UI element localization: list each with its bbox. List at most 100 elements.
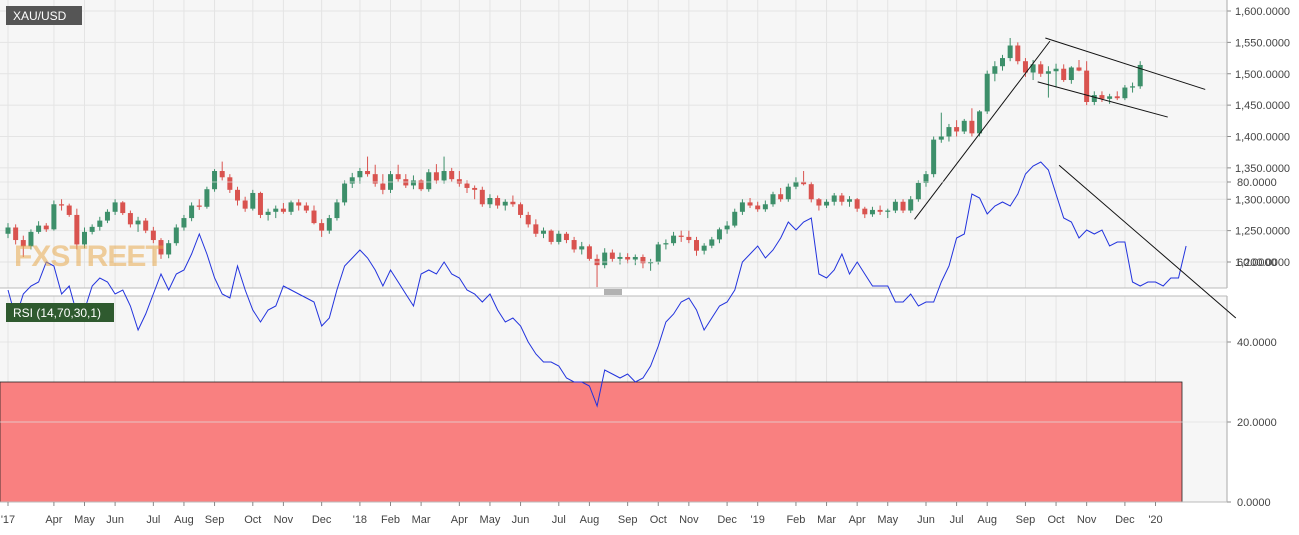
candle-body [908,199,914,211]
candle-body [212,171,218,190]
price-tick-label: 1,500.0000 [1235,69,1290,81]
candle-body [441,171,447,181]
candle-body [166,243,172,255]
candle-body [97,220,103,227]
candle-body [586,246,592,259]
rsi-tick-label: 40.0000 [1237,337,1277,349]
candle-body [51,204,57,230]
rsi-label: RSI (14,70,30,1) [13,306,101,320]
oversold-zone [0,381,1183,503]
candle-body [954,127,960,132]
candle-body [418,180,424,190]
candle-body [686,236,692,241]
candle-body [66,205,72,215]
x-tick-label: '19 [751,514,765,526]
candle-body [5,227,11,234]
candle-body [694,240,699,251]
candle-body [977,111,983,134]
candle-body [724,225,730,230]
candle-body [158,240,164,255]
channel-lower-line [1037,81,1168,118]
candle-body [869,209,875,215]
channel-upper-line [1045,37,1206,90]
candle-body [640,256,646,264]
x-tick-label: Sep [205,514,225,526]
candle-body [433,172,439,181]
candle-body [1022,61,1028,73]
x-axis: '17 Apr May Jun Jul Aug Sep Oct Nov Dec '18 Feb Mar A… [1,502,1163,526]
candle-body [13,227,19,241]
price-tick-label: 1,350.0000 [1235,163,1290,175]
price-tick-label: 1,250.0000 [1235,226,1290,238]
candle-body [326,218,332,231]
candle-body [678,235,684,237]
rsi-trendline [1058,164,1237,319]
candle-body [984,73,990,112]
candle-body [89,226,95,232]
candle-body [150,230,156,241]
candle-body [365,171,371,175]
candle-body [410,180,416,186]
price-tick-label: 1,200.0000 [1235,257,1290,269]
candle-body [1122,87,1128,99]
candle-body [464,183,470,188]
candle-body [219,171,225,178]
x-tick-label: Sep [618,514,638,526]
candle-body [235,189,240,201]
candle-body [992,66,998,74]
x-tick-label: Feb [381,514,400,526]
candle-body [456,179,462,184]
candle-body [961,120,967,132]
candle-body [82,231,87,245]
rsi-panel: 80.0000 60.0000 40.0000 20.0000 0.0000 [0,161,1277,509]
candle-body [288,202,294,212]
price-label: XAU/USD [13,9,67,23]
x-tick-label: Apr [45,514,62,526]
x-tick-label: Mar [817,514,836,526]
candle-body [663,243,669,245]
candle-body [548,230,554,242]
x-tick-label: Jun [106,514,124,526]
rsi-tick-label: 60.0000 [1237,257,1277,269]
rsi-tick-label: 80.0000 [1237,177,1277,189]
candle-body [617,256,623,259]
x-tick-label: '18 [353,514,367,526]
x-tick-label: Sep [1016,514,1036,526]
x-tick-label: Apr [849,514,866,526]
candle-body [28,231,34,247]
candle-body [701,245,707,251]
candle-body [357,171,363,178]
candle-body [533,224,539,234]
candle-body [571,240,577,250]
candle-body [762,204,768,210]
overlays: XAU/USD RSI (14,70,30,1) FXSTREET [6,6,164,322]
candle-body [135,220,141,225]
candle-body [609,252,615,259]
candle-body [510,201,516,205]
candle-body [196,205,202,207]
candle-body [342,183,348,203]
candle-body [563,233,569,241]
candle-body [739,202,745,212]
candle-body [808,184,814,200]
candle-body [395,174,401,180]
x-tick-label: Apr [451,514,468,526]
candle-body [1007,45,1013,59]
candle-body [877,209,883,212]
candle-body [1091,95,1097,102]
x-tick-label: Dec [1115,514,1135,526]
candle-body [242,200,248,209]
candle-body [785,186,791,200]
candle-body [487,197,493,205]
candle-body [280,208,286,212]
candle-body [349,177,355,184]
candle-body [1015,45,1021,62]
candle-body [1130,86,1136,88]
x-tick-label: May [480,514,501,526]
candle-body [900,201,906,211]
candle-body [204,189,210,207]
candle-body [173,227,179,244]
candle-body [36,225,42,232]
price-tick-label: 1,550.0000 [1235,37,1290,49]
